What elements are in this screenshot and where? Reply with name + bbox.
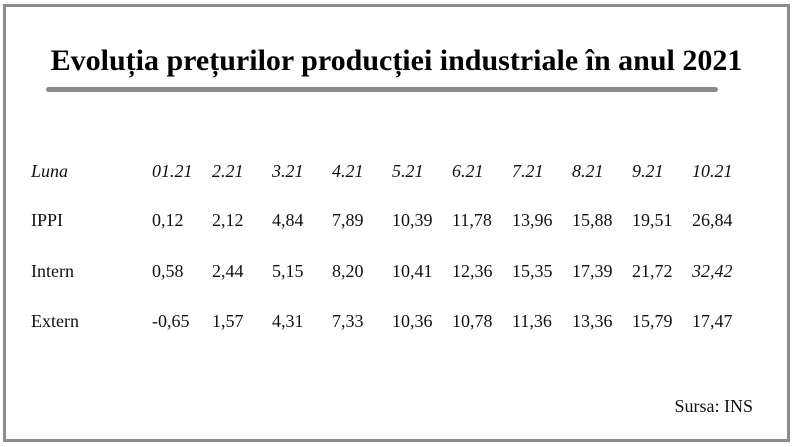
row-label: Extern — [31, 311, 79, 331]
table-cell: 11,78 — [452, 210, 492, 230]
header-cell: 5.21 — [392, 161, 424, 181]
page-title: Evoluția prețurilor producției industria… — [50, 44, 743, 77]
header-label: Luna — [31, 161, 69, 181]
header-cell: 2.21 — [212, 161, 244, 181]
table-cell: 13,36 — [572, 311, 613, 331]
source-note: Sursa: INS — [674, 396, 753, 416]
table-cell: 0,58 — [152, 261, 184, 281]
table-cell: 10,41 — [392, 261, 433, 281]
row-label: Intern — [31, 261, 74, 281]
table-cell: 10,39 — [392, 210, 433, 230]
table-cell: 1,57 — [212, 311, 244, 331]
table-cell: 15,88 — [572, 210, 613, 230]
table-cell: 4,84 — [272, 210, 304, 230]
table-cell: 21,72 — [632, 261, 673, 281]
table-cell: 11,36 — [512, 311, 552, 331]
header-cell: 10.21 — [692, 161, 733, 181]
table-cell: 32,42 — [692, 261, 733, 281]
document-frame — [3, 4, 790, 442]
table-cell: 0,12 — [152, 210, 184, 230]
table-cell: 2,44 — [212, 261, 244, 281]
header-cell: 6.21 — [452, 161, 484, 181]
table-cell: 19,51 — [632, 210, 673, 230]
header-cell: 7.21 — [512, 161, 544, 181]
title-underline — [46, 87, 718, 92]
table-cell: 13,96 — [512, 210, 553, 230]
table-cell: 7,89 — [332, 210, 364, 230]
table-cell: 7,33 — [332, 311, 364, 331]
table-cell: 10,36 — [392, 311, 433, 331]
row-label: IPPI — [31, 210, 64, 230]
table-cell: 4,31 — [272, 311, 304, 331]
table-cell: 5,15 — [272, 261, 304, 281]
table-cell: -0,65 — [152, 311, 190, 331]
table-cell: 8,20 — [332, 261, 364, 281]
header-cell: 8.21 — [572, 161, 604, 181]
table-cell: 2,12 — [212, 210, 244, 230]
table-cell: 26,84 — [692, 210, 733, 230]
table-cell: 15,35 — [512, 261, 553, 281]
header-cell: 4.21 — [332, 161, 364, 181]
table-cell: 12,36 — [452, 261, 493, 281]
header-cell: 01.21 — [152, 161, 193, 181]
header-cell: 3.21 — [272, 161, 304, 181]
table-cell: 17,39 — [572, 261, 613, 281]
table-cell: 15,79 — [632, 311, 673, 331]
table-cell: 10,78 — [452, 311, 493, 331]
table-cell: 17,47 — [692, 311, 733, 331]
header-cell: 9.21 — [632, 161, 664, 181]
